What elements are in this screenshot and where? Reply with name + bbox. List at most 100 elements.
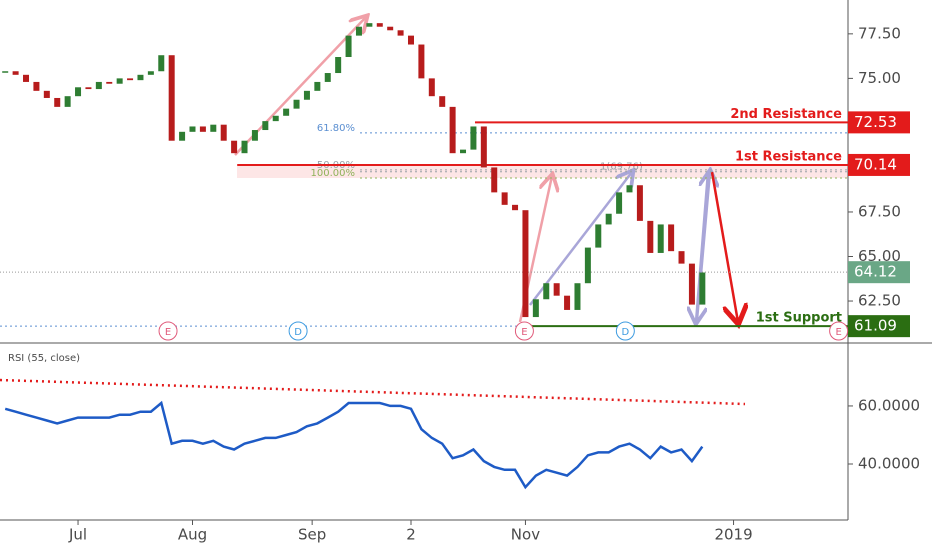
candle [43,90,50,98]
candle [335,57,342,74]
candle [460,149,467,154]
candle [480,126,487,168]
x-tick-label: Sep [298,526,326,544]
candle [376,23,383,27]
candle [553,283,560,296]
x-tick-label: Jul [68,526,87,544]
price-box [848,261,910,284]
candle [12,71,19,75]
event-marker [288,321,308,341]
candle [116,78,123,84]
candle [210,124,217,132]
candle [584,247,591,284]
candle [179,131,186,141]
event-marker [615,321,635,341]
candle [636,185,643,221]
candle [189,126,196,132]
y-tick-label: 65.00 [858,247,901,265]
y-tick-label: 62.50 [858,292,901,310]
event-label: E [835,327,841,338]
level-label: 1st Resistance [735,149,842,164]
arrows [234,17,738,322]
candle [168,55,175,141]
candle [95,81,102,90]
candle [106,81,113,84]
event-marker [829,321,849,341]
candle [85,87,92,90]
candle [2,71,9,73]
candle [678,251,685,264]
candle [574,283,581,310]
candle [23,74,30,82]
candle [699,272,706,305]
candle [616,192,623,214]
candle [75,87,82,97]
candle [303,90,310,100]
price-box [848,153,910,176]
candle [543,283,550,300]
fib-label: 1(69.76) [600,162,643,173]
event-label: E [521,327,527,338]
level-label: 1st Support [756,311,842,326]
y-tick-label: 75.00 [858,69,901,87]
level-label: 2nd Resistance [730,107,842,122]
candle [439,96,446,107]
candle [366,23,373,27]
candle [668,224,675,252]
candle [314,81,321,91]
y-tick-label: 60.0000 [858,396,920,414]
candle [428,78,435,97]
candle [147,71,154,75]
price-box [848,111,910,134]
candle [647,220,654,253]
candle [54,97,61,107]
y-tick-label: 67.50 [858,202,901,220]
candle [220,124,227,141]
candle [397,30,404,36]
candle [64,96,71,107]
price-box-label: 64.12 [854,263,897,281]
candle [345,35,352,57]
rsi-trendline [0,378,746,406]
candle [470,126,477,150]
candle [324,73,331,82]
candle [501,192,508,205]
candle [262,121,269,131]
candle [512,204,519,211]
candle [564,295,571,310]
candle [522,210,529,318]
price-box-label: 61.09 [854,317,897,335]
candle [449,106,456,154]
candle [387,26,394,31]
event-label: D [294,327,302,338]
candle [491,167,498,193]
candle [657,224,664,253]
candle [532,299,539,318]
candle [251,130,258,141]
candle [688,263,695,305]
candle [355,26,362,36]
event-label: D [621,327,629,338]
candle [199,126,206,132]
y-tick-label: 77.50 [858,24,901,42]
candle [272,115,279,122]
event-marker [158,321,178,341]
fib-label: 61.80% [317,123,355,134]
event-label: E [165,327,171,338]
candle [418,44,425,79]
candle [293,99,300,109]
x-tick-label: 2 [406,526,416,544]
rsi-line [4,400,704,490]
event-marker [514,321,534,341]
candle [158,55,165,72]
x-tick-label: 2019 [714,526,752,544]
fib-label: 100.00% [311,168,356,179]
candle [137,74,144,81]
price-box-label: 70.14 [854,155,897,173]
candle [33,81,40,91]
candle [407,35,414,45]
rsi-title: RSI (55, close) [8,353,80,364]
price-box-label: 72.53 [854,113,897,131]
candle [231,140,238,154]
